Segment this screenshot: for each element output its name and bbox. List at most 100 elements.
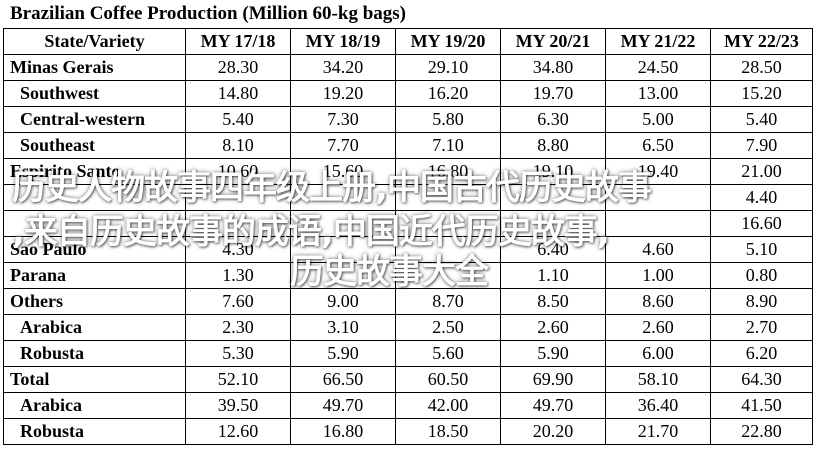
- value-cell: 18.50: [395, 418, 501, 445]
- table-row: Arabica 2.30 3.10 2.50 2.60 2.60 2.70: [3, 314, 813, 341]
- value-cell: 21.00: [710, 158, 813, 185]
- table-row: Southwest 14.80 19.20 16.20 19.70 13.00 15.20: [3, 80, 813, 107]
- table-body: Minas Gerais 28.30 34.20 29.10 34.80 24.50 28.…: [3, 54, 813, 445]
- value-cell: 8.90: [710, 288, 813, 315]
- value-cell: 7.70: [290, 132, 396, 159]
- row-label: [3, 184, 186, 211]
- value-cell: 66.50: [290, 366, 396, 393]
- value-cell: 2.30: [185, 314, 291, 341]
- value-cell: 24.50: [605, 54, 711, 81]
- row-label: Others: [3, 288, 186, 315]
- value-cell: 5.90: [290, 340, 396, 367]
- header-row: State/Variety MY 17/18 MY 18/19 MY 19/20…: [3, 28, 813, 55]
- value-cell: 21.70: [605, 418, 711, 445]
- value-cell: 5.00: [605, 106, 711, 133]
- header-my-18-19: MY 18/19: [290, 28, 396, 55]
- value-cell: [395, 262, 501, 289]
- value-cell: [605, 184, 711, 211]
- row-label: Robusta: [3, 340, 186, 367]
- value-cell: 15.20: [710, 80, 813, 107]
- header-my-19-20: MY 19/20: [395, 28, 501, 55]
- value-cell: 69.90: [500, 366, 606, 393]
- value-cell: 5.90: [500, 340, 606, 367]
- table-title: Brazilian Coffee Production (Million 60-…: [10, 3, 406, 24]
- value-cell: [395, 184, 501, 211]
- row-label: Arabica: [3, 392, 186, 419]
- value-cell: 8.60: [605, 288, 711, 315]
- value-cell: 8.50: [500, 288, 606, 315]
- value-cell: 19.70: [500, 80, 606, 107]
- value-cell: 22.80: [710, 418, 813, 445]
- value-cell: 20.20: [500, 418, 606, 445]
- table-row: Espirito Santo 10.60 15.60 16.80 19.10 19.40 2…: [3, 158, 813, 185]
- table-row: Others 7.60 9.00 8.70 8.50 8.60 8.90: [3, 288, 813, 315]
- header-my-22-23: MY 22/23: [710, 28, 813, 55]
- value-cell: 14.80: [185, 80, 291, 107]
- value-cell: 5.10: [710, 236, 813, 263]
- value-cell: 6.40: [500, 236, 606, 263]
- value-cell: [290, 262, 396, 289]
- value-cell: 49.70: [500, 392, 606, 419]
- table-row: Minas Gerais 28.30 34.20 29.10 34.80 24.50 28.…: [3, 54, 813, 81]
- value-cell: [290, 184, 396, 211]
- value-cell: 8.80: [500, 132, 606, 159]
- row-label: Southwest: [3, 80, 186, 107]
- row-label: Central-western: [3, 106, 186, 133]
- row-label: Sao Paulo: [3, 236, 186, 263]
- value-cell: 3.10: [290, 314, 396, 341]
- row-label: Minas Gerais: [3, 54, 186, 81]
- value-cell: 42.00: [395, 392, 501, 419]
- value-cell: 28.50: [710, 54, 813, 81]
- value-cell: [395, 210, 501, 237]
- coffee-production-table: State/Variety MY 17/18 MY 18/19 MY 19/20…: [3, 28, 813, 445]
- value-cell: 41.50: [710, 392, 813, 419]
- value-cell: 58.10: [605, 366, 711, 393]
- value-cell: 19.10: [500, 158, 606, 185]
- value-cell: 34.20: [290, 54, 396, 81]
- table-row: Total 52.10 66.50 60.50 69.90 58.10 64.30: [3, 366, 813, 393]
- value-cell: 5.30: [185, 340, 291, 367]
- value-cell: [290, 236, 396, 263]
- row-label: Arabica: [3, 314, 186, 341]
- table-row: Robusta 5.30 5.90 5.60 5.90 6.00 6.20: [3, 340, 813, 367]
- value-cell: [500, 210, 606, 237]
- value-cell: 16.20: [395, 80, 501, 107]
- value-cell: 15.60: [290, 158, 396, 185]
- value-cell: 1.30: [185, 262, 291, 289]
- value-cell: 7.60: [185, 288, 291, 315]
- value-cell: 6.20: [710, 340, 813, 367]
- value-cell: 29.10: [395, 54, 501, 81]
- value-cell: [500, 184, 606, 211]
- value-cell: 19.40: [605, 158, 711, 185]
- value-cell: 5.80: [395, 106, 501, 133]
- row-label: Parana: [3, 262, 186, 289]
- value-cell: 5.40: [710, 106, 813, 133]
- row-label: Robusta: [3, 418, 186, 445]
- value-cell: 6.00: [605, 340, 711, 367]
- value-cell: 13.00: [605, 80, 711, 107]
- table-row: Robusta 12.60 16.80 18.50 20.20 21.70 22.80: [3, 418, 813, 445]
- value-cell: 7.90: [710, 132, 813, 159]
- value-cell: [185, 184, 291, 211]
- value-cell: 2.70: [710, 314, 813, 341]
- value-cell: 4.30: [185, 236, 291, 263]
- value-cell: 2.60: [500, 314, 606, 341]
- value-cell: 0.80: [710, 262, 813, 289]
- table-row: Southeast 8.10 7.70 7.10 8.80 6.50 7.90: [3, 132, 813, 159]
- value-cell: 6.30: [500, 106, 606, 133]
- value-cell: 6.50: [605, 132, 711, 159]
- table-row: Parana 1.30 1.10 1.00 0.80: [3, 262, 813, 289]
- row-label: [3, 210, 186, 237]
- value-cell: 4.40: [710, 184, 813, 211]
- table-row: Central-western 5.40 7.30 5.80 6.30 5.00 5.40: [3, 106, 813, 133]
- value-cell: 10.60: [185, 158, 291, 185]
- value-cell: 1.00: [605, 262, 711, 289]
- row-label: Total: [3, 366, 186, 393]
- value-cell: [290, 210, 396, 237]
- header-my-20-21: MY 20/21: [500, 28, 606, 55]
- value-cell: [605, 210, 711, 237]
- value-cell: 1.10: [500, 262, 606, 289]
- table-row: Sao Paulo 4.30 6.40 4.60 5.10: [3, 236, 813, 263]
- value-cell: 12.60: [185, 418, 291, 445]
- value-cell: 7.30: [290, 106, 396, 133]
